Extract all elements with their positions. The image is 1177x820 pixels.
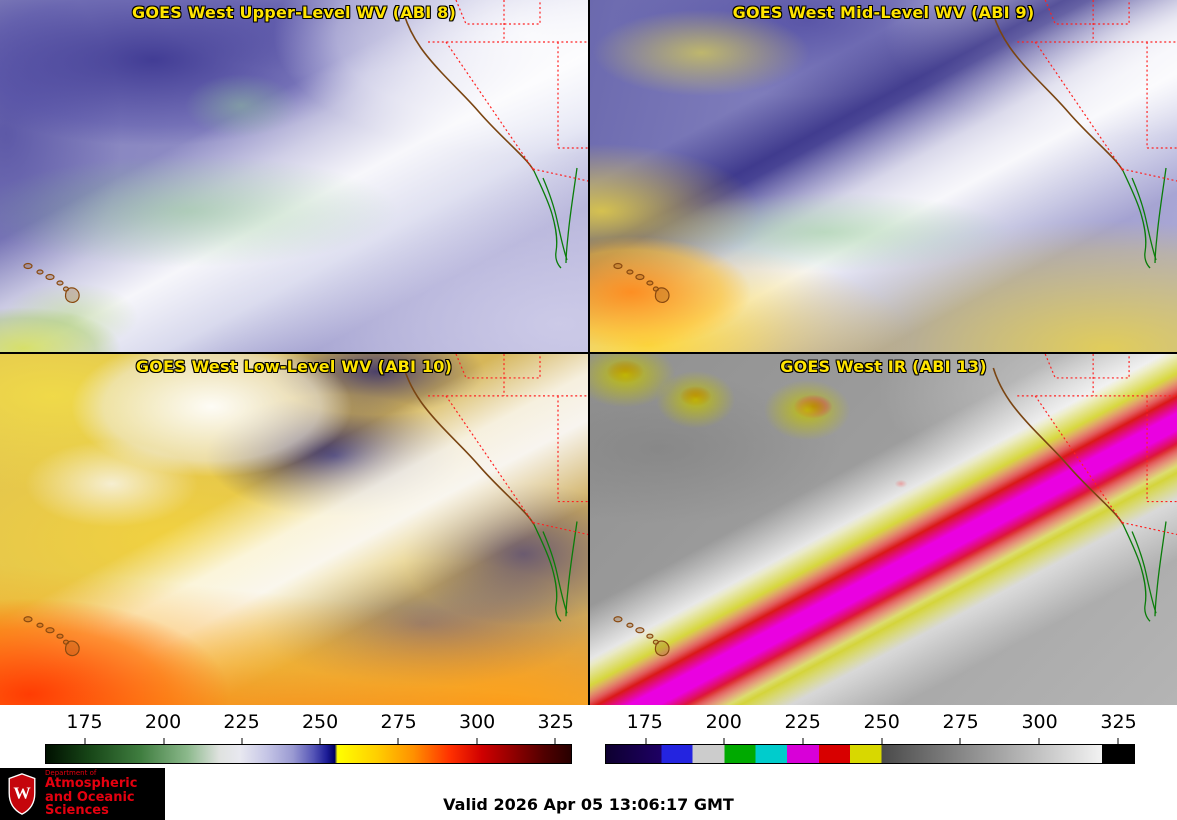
colorbar-tick-mark	[241, 738, 243, 745]
logo-line2: and Oceanic Sciences	[45, 789, 135, 819]
crest-letter: W	[13, 784, 31, 803]
panel-title-ir: GOES West IR (ABI 13)	[780, 357, 987, 376]
satellite-image-ir	[590, 354, 1177, 705]
colorbar-tick-mark	[723, 738, 725, 745]
valid-time: Valid 2026 Apr 05 13:06:17 GMT	[443, 795, 734, 814]
map-overlay	[613, 354, 1177, 657]
map-overlay	[23, 354, 588, 657]
map-overlay	[23, 0, 588, 304]
panel-title-low-wv: GOES West Low-Level WV (ABI 10)	[135, 357, 453, 376]
map-overlay	[613, 0, 1177, 304]
satellite-image-mid-wv	[590, 0, 1177, 352]
colorbar-tick-mark	[802, 738, 804, 745]
ir-tick-labels: 175 200 225 250 275 300 325	[605, 711, 1137, 737]
colorbar-tick-mark	[476, 738, 477, 745]
logo-line1: Atmospheric	[45, 776, 138, 792]
panel-title-upper-wv: GOES West Upper-Level WV (ABI 8)	[132, 3, 456, 22]
colorbar-tick-mark	[881, 738, 883, 745]
wv-tick-labels: 175 200 225 250 275 300 325	[45, 711, 574, 737]
ir-tick-label: 325	[1100, 711, 1137, 733]
uw-aos-logo: W Department of Atmospheric and Oceanic …	[0, 768, 165, 820]
ir-tick-label: 200	[705, 711, 742, 733]
panel-grid: GOES West Upper-Level WV (ABI 8) GOES We…	[0, 0, 1177, 705]
satellite-image-low-wv	[0, 354, 588, 705]
wv-tick-label: 225	[223, 711, 260, 733]
wv-tick-label: 250	[301, 711, 339, 733]
ir-tick-label: 225	[784, 711, 821, 733]
colorbar-tick-mark	[645, 738, 647, 745]
ir-colorbar: 175 200 225 250 275 300 325	[605, 711, 1137, 764]
wv-tick-label: 175	[66, 711, 103, 733]
wv-tick-label: 325	[537, 711, 574, 733]
colorbar-tick-mark	[163, 738, 165, 745]
map-overlay-use	[23, 0, 588, 304]
colorbar-tick-mark	[397, 738, 399, 745]
logo-text: Department of Atmospheric and Oceanic Sc…	[45, 768, 165, 819]
ir-tick-label: 300	[1021, 711, 1058, 733]
ir-tick-label: 250	[863, 711, 900, 733]
panel-upper-level-wv: GOES West Upper-Level WV (ABI 8)	[0, 0, 588, 352]
map-overlay-use	[23, 354, 588, 657]
colorbar-tick-mark	[1117, 738, 1119, 745]
wv-tick-label: 275	[380, 711, 417, 733]
panel-low-level-wv: GOES West Low-Level WV (ABI 10)	[0, 354, 588, 705]
colorbar-tick-mark	[959, 738, 961, 745]
wv-gradient-bar	[45, 738, 572, 764]
ir-tick-label: 175	[626, 711, 663, 733]
ir-gradient-bar	[605, 738, 1135, 764]
ir-tick-label: 275	[942, 711, 979, 733]
logo-dept-line: Department of	[45, 768, 97, 777]
map-overlay-use	[613, 0, 1177, 304]
colorbar-strip: 175 200 225 250 275 300 325 175 200 225 …	[0, 705, 1177, 768]
panel-mid-level-wv: GOES West Mid-Level WV (ABI 9)	[590, 0, 1177, 352]
colorbar-tick-mark	[1038, 738, 1040, 745]
colorbar-tick-mark	[84, 738, 86, 745]
panel-ir: GOES West IR (ABI 13)	[590, 354, 1177, 705]
uw-crest-icon: W	[8, 773, 36, 815]
wv-tick-label: 300	[458, 711, 496, 733]
colorbar-tick-mark	[319, 738, 321, 745]
wv-tick-label: 200	[144, 711, 182, 733]
footer: W Department of Atmospheric and Oceanic …	[0, 768, 1177, 820]
colorbar-tick-mark	[554, 738, 556, 745]
satellite-image-upper-wv	[0, 0, 588, 352]
panel-title-mid-wv: GOES West Mid-Level WV (ABI 9)	[732, 3, 1035, 22]
map-overlay-use	[613, 354, 1177, 657]
wv-colorbar: 175 200 225 250 275 300 325	[45, 711, 574, 764]
